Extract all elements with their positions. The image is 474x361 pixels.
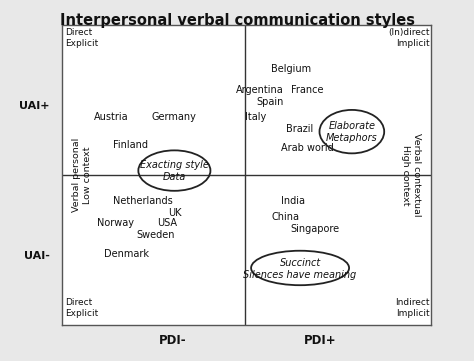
Text: Singapore: Singapore bbox=[290, 224, 339, 234]
Text: Direct
Explicit: Direct Explicit bbox=[65, 28, 99, 48]
Text: Spain: Spain bbox=[257, 97, 284, 107]
Text: Netherlands: Netherlands bbox=[113, 196, 173, 205]
Text: Elaborate: Elaborate bbox=[328, 121, 375, 131]
Text: Austria: Austria bbox=[94, 112, 129, 122]
Text: Exacting style: Exacting style bbox=[140, 160, 209, 170]
Text: UK: UK bbox=[168, 208, 181, 218]
Text: Italy: Italy bbox=[245, 112, 266, 122]
Text: India: India bbox=[281, 196, 305, 205]
Text: PDI+: PDI+ bbox=[304, 334, 337, 347]
Text: Verbal personal
Low context: Verbal personal Low context bbox=[72, 138, 92, 212]
Text: Sweden: Sweden bbox=[137, 230, 175, 240]
Text: Direct
Explicit: Direct Explicit bbox=[65, 298, 99, 318]
Text: Metaphors: Metaphors bbox=[326, 133, 378, 143]
Text: UAI+: UAI+ bbox=[19, 101, 50, 111]
Text: Norway: Norway bbox=[97, 218, 134, 228]
Text: PDI-: PDI- bbox=[159, 334, 186, 347]
Text: UAI-: UAI- bbox=[24, 251, 50, 261]
Text: Verbal contextual
High context: Verbal contextual High context bbox=[401, 133, 421, 217]
Text: Brazil: Brazil bbox=[286, 123, 314, 134]
Text: Germany: Germany bbox=[152, 112, 197, 122]
Text: Argentina: Argentina bbox=[236, 85, 283, 95]
Text: Silences have meaning: Silences have meaning bbox=[244, 270, 357, 279]
Text: Indirect
Implicit: Indirect Implicit bbox=[395, 298, 429, 318]
Text: Data: Data bbox=[163, 172, 186, 182]
Text: China: China bbox=[271, 212, 299, 222]
Text: Interpersonal verbal communication styles: Interpersonal verbal communication style… bbox=[60, 13, 414, 28]
Text: Belgium: Belgium bbox=[271, 64, 311, 74]
Text: Arab world: Arab world bbox=[281, 143, 334, 153]
Text: Finland: Finland bbox=[112, 140, 147, 150]
Text: Denmark: Denmark bbox=[104, 249, 149, 260]
Text: USA: USA bbox=[157, 218, 177, 228]
Text: Succinct: Succinct bbox=[280, 258, 321, 268]
Text: (In)direct
Implicit: (In)direct Implicit bbox=[388, 28, 429, 48]
Text: France: France bbox=[291, 85, 324, 95]
